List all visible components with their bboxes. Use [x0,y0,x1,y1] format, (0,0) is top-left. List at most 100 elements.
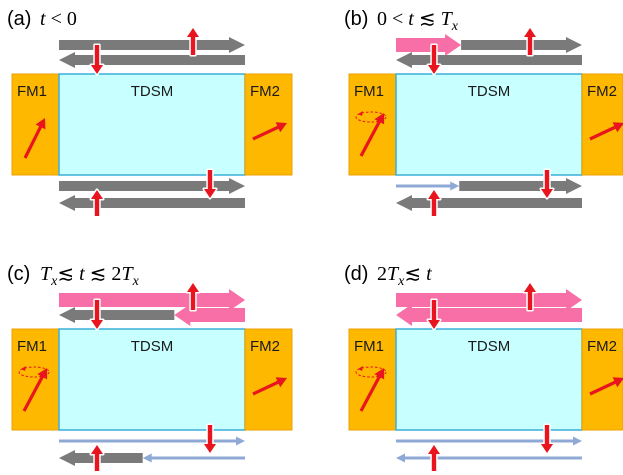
precession-direction [21,366,26,371]
condition-part: x [132,274,140,289]
tdsm-block [395,73,583,176]
top-edge-left-gray-arrow [59,52,245,68]
precession-direction [358,111,363,116]
top-spin-up-arrow [185,281,201,312]
top-edge-right-pink-arrow [396,289,582,311]
panel-label: (b) [344,8,368,30]
panel-condition: 2Tx≲ t [377,263,432,289]
condition-part: t [426,263,432,285]
bottom-edge-left-gray-arrow [396,195,582,211]
condition-part: ≲ [414,8,441,30]
condition-part: T [387,263,400,285]
top-edge-left-pink-arrow [174,304,245,326]
precession-orbit [355,111,387,123]
tdsm-label: TDSM [468,338,511,355]
bottom-edge-left-gray-arrow [59,450,143,466]
bottom-spin-up-arrow [89,443,105,473]
precession-orbit [355,366,387,378]
fm1-label: FM1 [17,83,47,100]
panel-condition: t < 0 [40,8,77,30]
bottom-spin-up-arrow [426,443,442,473]
bottom-edge-right-gray-arrow [459,178,582,194]
bottom-edge-left-thin-arrow [142,453,245,463]
top-spin-up-arrow [185,26,201,57]
fm1-magnetization-arrow [359,113,385,157]
panel-condition: 0 < t ≲ Tx [377,8,459,34]
fm1-block [348,73,397,176]
bottom-spin-down-arrow [202,168,218,200]
panel-condition: Tx≲ t ≲ 2Tx [40,263,140,289]
fm2-magnetization-arrow [589,377,623,396]
fm1-label: FM1 [17,338,47,355]
top-edge-left-gray-arrow [396,52,582,68]
condition-part: T [441,8,454,30]
fm1-label: FM1 [354,338,384,355]
panel-a: (a) t < 0 FM1 TDSM FM2 [7,8,293,218]
panel-label: (d) [344,263,368,285]
condition-part: T [40,263,53,285]
top-edge-right-pink-arrow [59,289,245,311]
precession-orbit [18,366,50,378]
fm2-label: FM2 [250,338,280,355]
fm2-block [581,73,623,176]
fm1-magnetization-arrow [359,368,385,412]
condition-part: x [50,274,58,289]
fm1-block [348,328,397,431]
fm1-magnetization-arrow [23,118,46,159]
top-edge-right-pink-arrow [396,34,462,56]
fm2-magnetization-arrow [252,377,287,396]
fm2-label: FM2 [250,83,280,100]
condition-part: T [121,263,134,285]
top-spin-down-arrow [89,43,105,76]
panel-d: (d) 2Tx≲ t FM1 TDSM FM2 [344,263,623,473]
top-spin-up-arrow [522,281,538,312]
panel-b: (b) 0 < t ≲ Tx FM1 TDSM FM2 [344,8,623,218]
bottom-spin-down-arrow [539,423,555,455]
tdsm-label: TDSM [468,83,511,100]
fm1-label: FM1 [354,83,384,100]
bottom-edge-right-thin-arrow [396,436,582,446]
top-edge-right-gray-arrow [461,37,582,53]
condition-part: t [40,8,46,30]
tdsm-label: TDSM [131,83,174,100]
condition-part: ≲ 2 [85,263,122,285]
bottom-edge-right-gray-arrow [59,178,245,194]
fm2-label: FM2 [587,83,617,100]
bottom-spin-up-arrow [89,188,105,218]
top-edge-right-gray-arrow [59,37,245,53]
tdsm-block [58,73,246,176]
top-edge-left-gray-arrow [59,307,175,323]
bottom-edge-right-thin-arrow [59,436,245,446]
top-edge-left-pink-arrow [396,304,582,326]
fm1-block [11,73,60,176]
condition-part: < 0 [46,8,77,30]
panel-label: (a) [7,8,31,30]
panel-label: (c) [7,263,30,285]
condition-part: x [397,274,405,289]
condition-part: 2 [377,263,387,285]
bottom-edge-left-thin-arrow [396,453,582,463]
top-spin-up-arrow [522,26,538,57]
condition-part: ≲ [57,263,79,285]
bottom-spin-down-arrow [539,168,555,200]
tdsm-block [58,328,246,431]
fm2-label: FM2 [587,338,617,355]
fm2-magnetization-arrow [252,122,287,141]
condition-part: ≲ [404,263,426,285]
bottom-edge-left-gray-arrow [59,195,245,211]
bottom-spin-down-arrow [202,423,218,455]
bottom-spin-up-arrow [426,188,442,218]
condition-part: t [408,8,414,30]
condition-part: 0 < [377,8,408,30]
tdsm-label: TDSM [131,338,174,355]
condition-part: x [451,19,459,34]
precession-direction [358,366,363,371]
bottom-edge-right-thin-arrow [396,181,460,191]
fm1-block [11,328,60,431]
condition-part: t [79,263,85,285]
top-spin-down-arrow [426,43,442,76]
top-spin-down-arrow [426,298,442,331]
fm2-magnetization-arrow [589,122,623,141]
